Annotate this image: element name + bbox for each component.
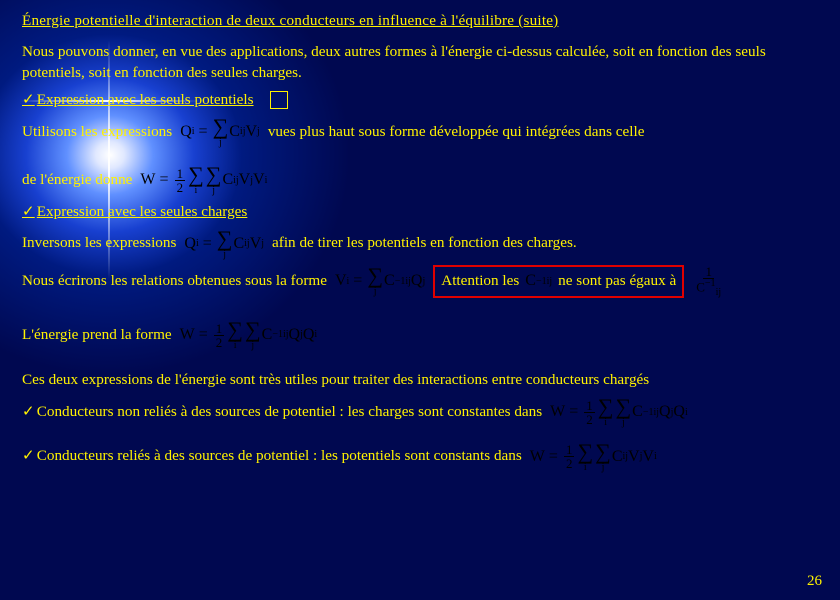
formula-Qi-2: Qi = ∑j Cij Vj: [182, 229, 266, 259]
warning-box: Attention les C−1ij ne sont pas égaux à: [433, 265, 684, 297]
energy-pre-V: de l'énergie donne: [22, 170, 132, 191]
empty-box-icon: [270, 91, 288, 109]
warn-post: ne sont pas égaux à: [558, 271, 676, 292]
bullet1-row: Conducteurs non reliés à des sources de …: [22, 397, 818, 427]
inversons-pre: Inversons les expressions: [22, 233, 176, 254]
formula-W-Q-2: W = 12 ∑i ∑j C−1ij Qj Qi: [548, 397, 690, 427]
warn-pre: Attention les: [441, 271, 519, 292]
formula-Vi: Vi = ∑j C−1ij Qj: [333, 266, 427, 296]
inversons-post: afin de tirer les potentiels en fonction…: [272, 233, 577, 254]
utilisons-pre: Utilisons les expressions: [22, 122, 172, 143]
bullet2-row: Conducteurs reliés à des sources de pote…: [22, 442, 818, 472]
section1-heading: Expression avec les seuls potentiels: [22, 90, 254, 111]
section2-heading-row: Expression avec les seules charges: [22, 202, 818, 223]
formula-W-Q: W = 12 ∑i ∑j C−1ij Qj Qi: [178, 320, 320, 350]
bullet1-text: Conducteurs non reliés à des sources de …: [22, 402, 542, 423]
energy-Q-row: L'énergie prend la forme W = 12 ∑i ∑j C−…: [22, 320, 818, 350]
formula-Cij-inv: C−1ij: [523, 270, 554, 292]
formula-W-V: W = 12 ∑i ∑j Cij Vj Vi: [138, 165, 269, 195]
formula-W-V-2: W = 12 ∑i ∑j Cij Vj Vi: [528, 442, 659, 472]
section1-heading-row: Expression avec les seuls potentiels: [22, 90, 818, 111]
inversons-row: Inversons les expressions Qi = ∑j Cij Vj…: [22, 229, 818, 259]
utilisons-post: vues plus haut sous forme développée qui…: [268, 122, 645, 143]
formula-one-over-Cij: 1 C−1ij: [690, 265, 727, 298]
section2-heading: Expression avec les seules charges: [22, 202, 247, 223]
intro-text: Nous pouvons donner, en vue des applicat…: [22, 42, 818, 84]
usage-text: Ces deux expressions de l'énergie sont t…: [22, 370, 818, 391]
energy-V-row: de l'énergie donne W = 12 ∑i ∑j Cij Vj V…: [22, 165, 818, 195]
energy-pre-Q: L'énergie prend la forme: [22, 325, 172, 346]
relations-row: Nous écrirons les relations obtenues sou…: [22, 265, 818, 298]
slide-content: Énergie potentielle d'interaction de deu…: [0, 0, 840, 490]
page-number: 26: [807, 573, 822, 590]
utilisons-row: Utilisons les expressions Qi = ∑j Cij Vj…: [22, 117, 818, 147]
slide-title: Énergie potentielle d'interaction de deu…: [22, 12, 818, 30]
relations-pre: Nous écrirons les relations obtenues sou…: [22, 271, 327, 292]
bullet2-text: Conducteurs reliés à des sources de pote…: [22, 446, 522, 467]
formula-Qi: Qi = ∑j Cij Vj: [178, 117, 262, 147]
